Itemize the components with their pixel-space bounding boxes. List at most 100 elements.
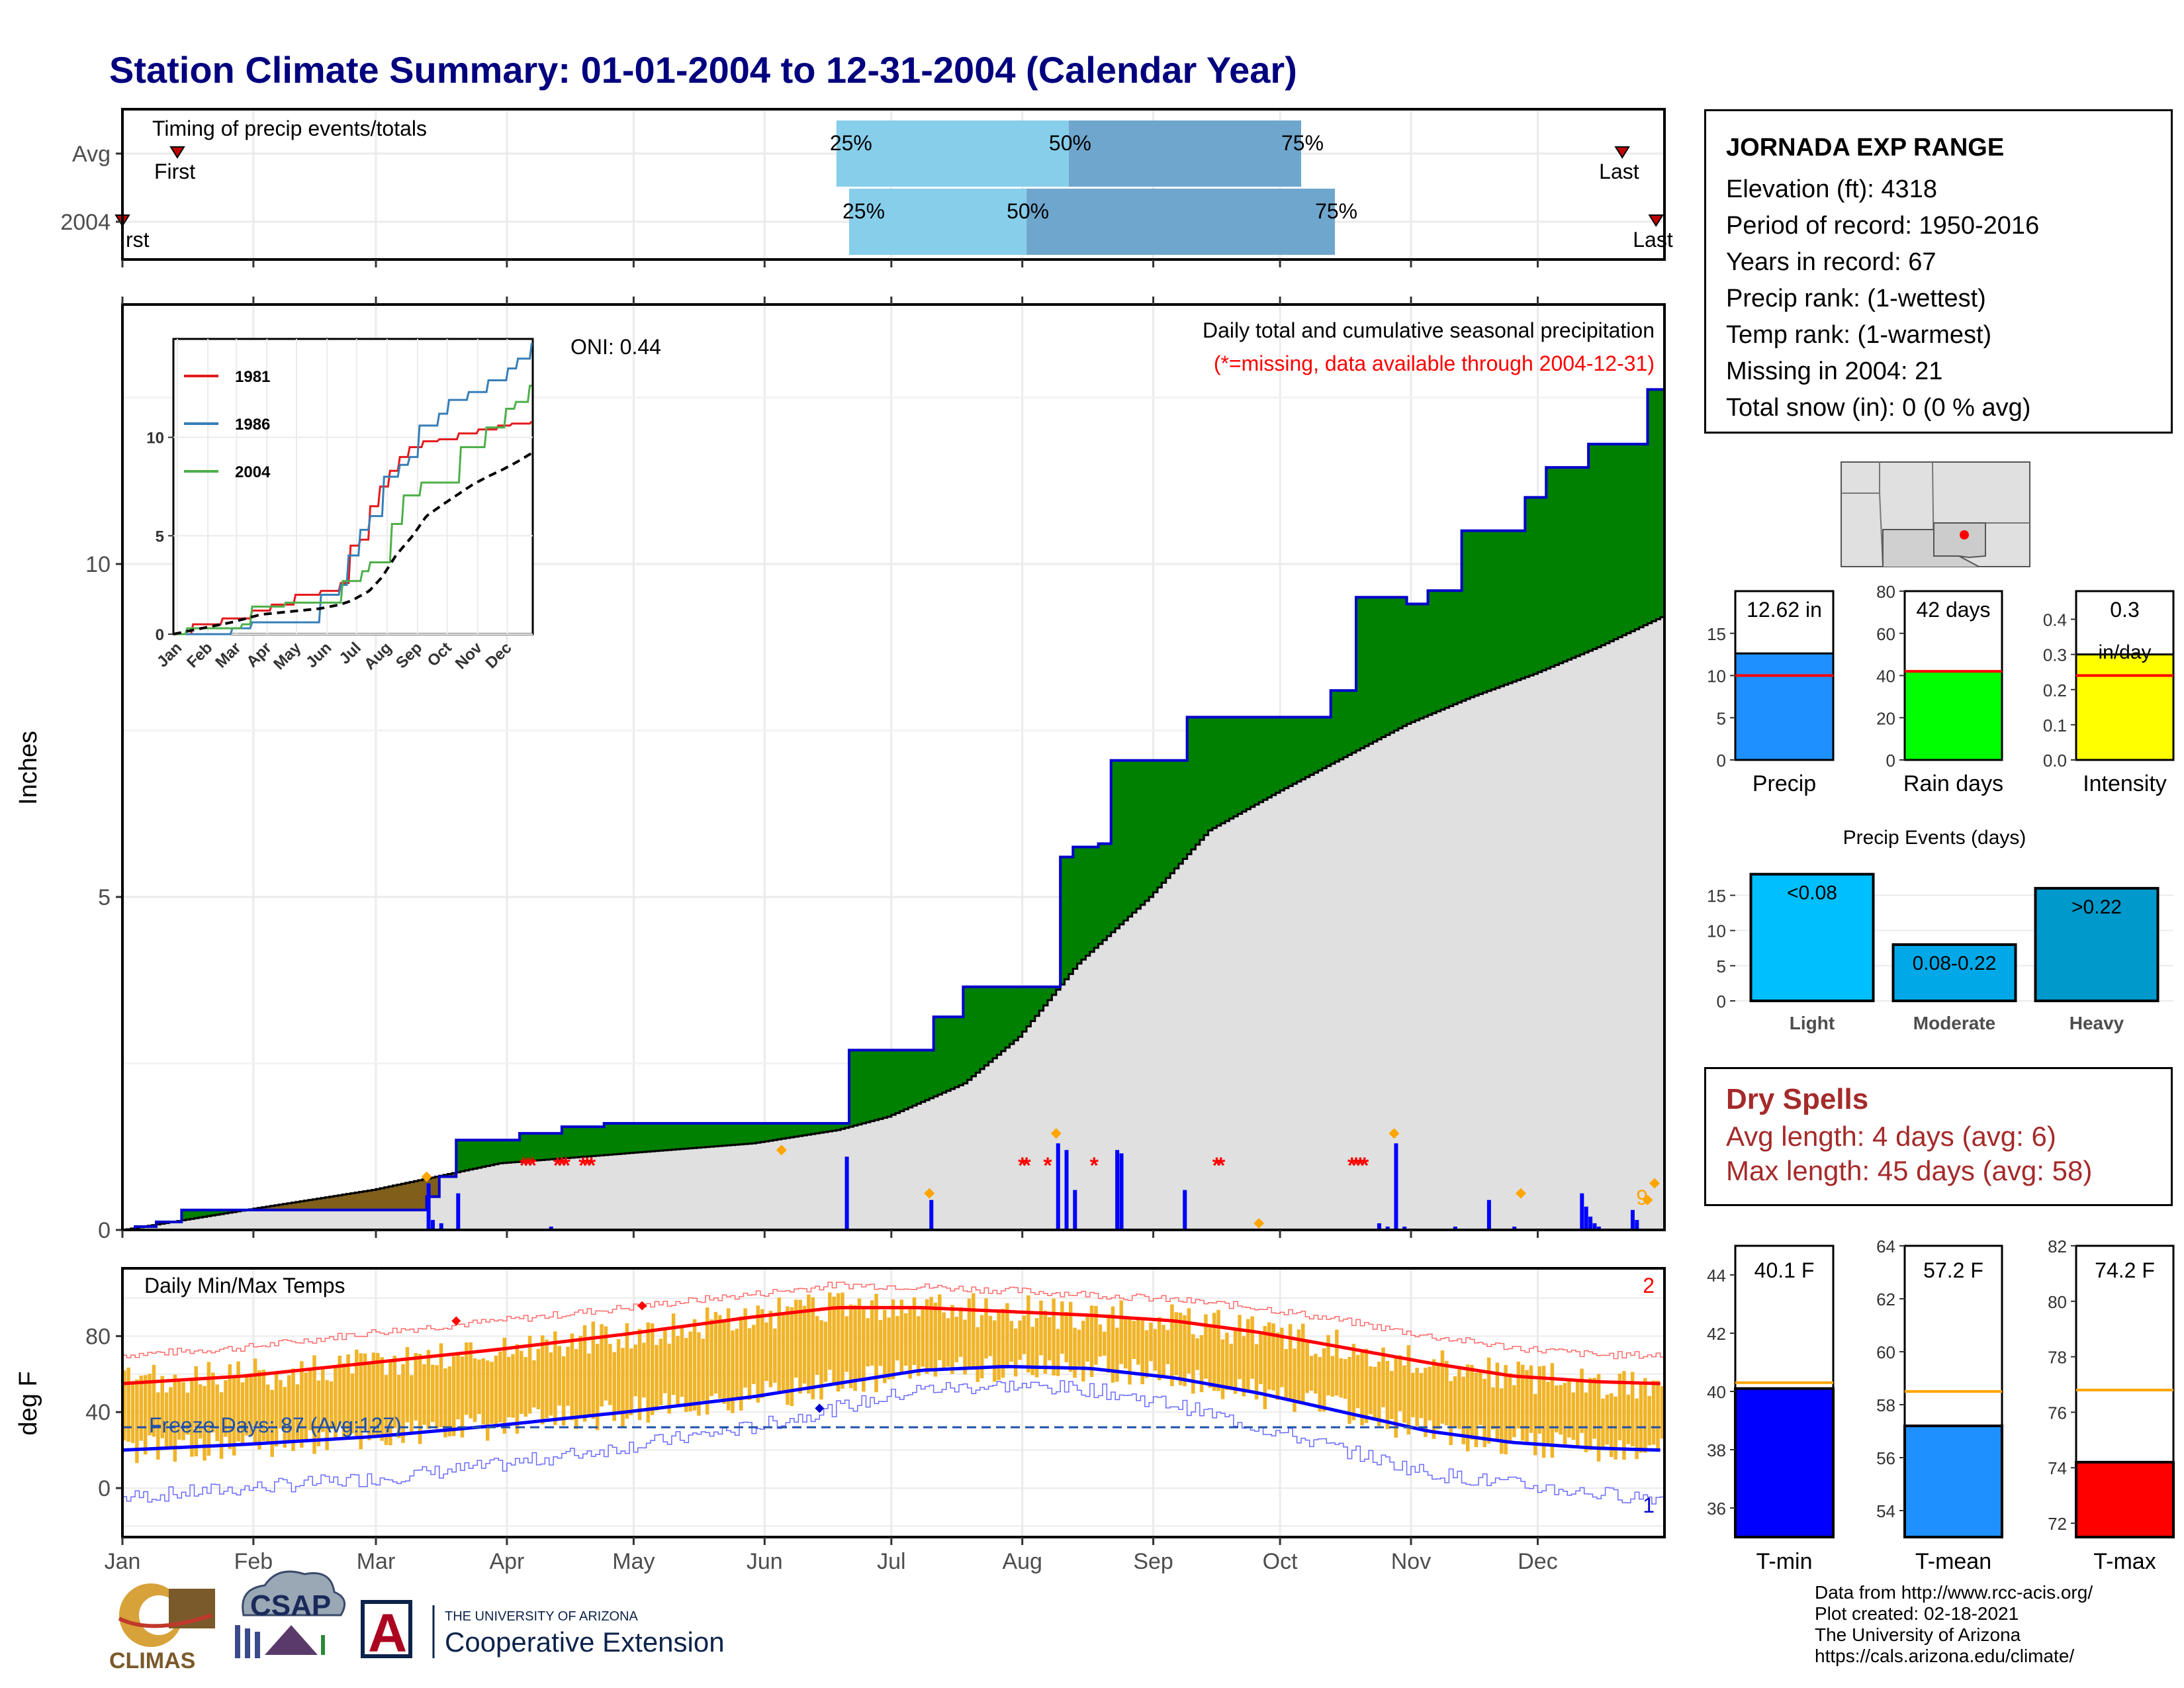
missing-data-marker: *: [1022, 1153, 1031, 1178]
y-tick-label: 5: [1717, 708, 1726, 728]
daily-temp-bar: [976, 1327, 979, 1382]
daily-temp-bar: [912, 1297, 917, 1365]
missing-data-marker: *: [557, 1153, 567, 1178]
event-bar-label: >0.22: [2071, 896, 2122, 918]
daily-temp-bar: [1402, 1365, 1406, 1423]
daily-temp-bar: [152, 1364, 156, 1437]
daily-temp-bar: [663, 1329, 667, 1393]
daily-temp-bar: [823, 1321, 828, 1382]
daily-temp-bar: [494, 1355, 498, 1428]
daily-temp-bar: [341, 1363, 346, 1440]
daily-temp-bar: [1030, 1327, 1034, 1376]
daily-temp-bar: [532, 1360, 536, 1408]
y-tick-label: 80: [85, 1324, 111, 1349]
daily-temp-bar: [942, 1312, 946, 1370]
csap-logo-text: CSAP: [250, 1589, 331, 1622]
daily-temp-bar: [921, 1306, 925, 1367]
station-info-line: Period of record: 1950-2016: [1726, 212, 2040, 240]
y-tick-label: 60: [1876, 624, 1895, 644]
daily-temp-bar: [857, 1298, 862, 1379]
daily-temp-bar: [1077, 1329, 1081, 1366]
daily-temp-bar: [1428, 1366, 1432, 1421]
y-tick-label: 0: [98, 1218, 111, 1243]
daily-temp-bar: [655, 1344, 659, 1411]
daily-temp-bar: [1516, 1362, 1521, 1429]
daily-temp-bar: [203, 1385, 206, 1461]
missing-data-marker: *: [1216, 1153, 1226, 1178]
y-tick-label: 40: [1876, 667, 1895, 686]
daily-temp-bar: [396, 1374, 401, 1438]
daily-temp-bar: [219, 1392, 224, 1459]
daily-temp-bar: [646, 1322, 651, 1423]
daily-precip-bar: [1385, 1226, 1390, 1230]
daily-temp-bar: [1626, 1394, 1631, 1444]
x-tick-label: May: [612, 1549, 655, 1574]
daily-temp-bar: [811, 1297, 815, 1399]
summary-bar: [1734, 652, 1835, 761]
daily-temp-bar: [1394, 1356, 1398, 1438]
daily-temp-bar: [781, 1313, 786, 1393]
inset-legend-label: 1981: [235, 368, 270, 386]
daily-precip-bar: [1453, 1226, 1457, 1230]
daily-temp-bar: [1525, 1370, 1529, 1444]
daily-temp-bar: [194, 1366, 199, 1456]
daily-temp-bar: [832, 1296, 836, 1386]
daily-temp-bar: [574, 1348, 578, 1429]
daily-temp-bar: [938, 1294, 942, 1360]
y-tick-label: 72: [2048, 1514, 2067, 1534]
daily-temp-bar: [1482, 1378, 1487, 1448]
daily-temp-bar: [1305, 1339, 1309, 1393]
temp-panel-border: [121, 1267, 1666, 1538]
daily-precip-bar: [1596, 1226, 1601, 1230]
x-tick-label: Mar: [357, 1549, 396, 1574]
daily-temp-bar: [1369, 1366, 1373, 1415]
daily-temp-bar: [1128, 1316, 1132, 1385]
summary-bar-value-label: 12.62 in: [1747, 598, 1822, 622]
daily-temp-bar: [841, 1292, 844, 1389]
event-bar: [2034, 886, 2160, 1003]
daily-temp-bar: [883, 1309, 887, 1383]
daily-temp-bar: [1326, 1335, 1330, 1396]
daily-temp-bar: [1360, 1350, 1364, 1426]
daily-temp-bar: [211, 1372, 215, 1432]
daily-temp-bar: [993, 1320, 997, 1382]
missing-data-marker: *: [1360, 1153, 1369, 1178]
daily-temp-bar: [1500, 1388, 1504, 1454]
daily-temp-bar: [1617, 1374, 1622, 1440]
record-daily-marker: [776, 1145, 787, 1156]
temp-bar-value-label: 40.1 F: [1754, 1258, 1815, 1282]
daily-temp-bar: [958, 1307, 963, 1357]
daily-precip-bar: [1486, 1199, 1491, 1230]
quartile-label-25: 25%: [842, 199, 885, 223]
record-daily-marker: [1388, 1128, 1400, 1139]
daily-temp-bar: [261, 1370, 266, 1442]
daily-temp-bar: [718, 1315, 722, 1399]
daily-temp-bar: [1102, 1331, 1107, 1356]
missing-data-marker: *: [1351, 1153, 1361, 1178]
daily-temp-bar: [997, 1311, 1001, 1380]
daily-temp-bar: [346, 1354, 350, 1437]
daily-temp-bar: [862, 1308, 866, 1392]
daily-temp-bar: [431, 1364, 435, 1423]
daily-temp-bar: [185, 1392, 190, 1435]
daily-temp-bar: [148, 1374, 152, 1436]
location-map: [1841, 461, 2030, 567]
daily-temp-bar: [1119, 1300, 1124, 1364]
daily-temp-bar: [1259, 1332, 1263, 1384]
daily-temp-bar: [777, 1297, 781, 1392]
event-bar-label: <0.08: [1787, 882, 1837, 904]
daily-temp-bar: [257, 1370, 261, 1450]
daily-temp-bar: [283, 1387, 287, 1448]
daily-temp-bar: [773, 1328, 777, 1383]
summary-bar: [2075, 653, 2175, 761]
daily-temp-bar: [350, 1373, 355, 1434]
daily-precip-bar: [431, 1219, 435, 1230]
daily-temp-bar: [1170, 1304, 1174, 1387]
daily-temp-bar: [1275, 1332, 1280, 1400]
summary-bar-value-label: 42 days: [1916, 598, 1990, 622]
missing-data-marker: *: [520, 1153, 529, 1178]
daily-temp-bar: [473, 1358, 477, 1423]
daily-temp-bar: [582, 1325, 587, 1422]
y-tick-label: 20: [1876, 708, 1895, 728]
daily-temp-bar: [253, 1358, 257, 1445]
